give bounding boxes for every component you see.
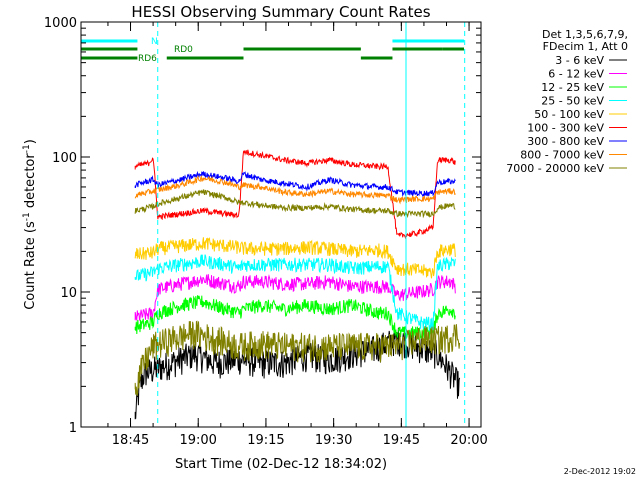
plot-frame [80,21,482,428]
series-line [134,294,456,340]
legend-label: 100 - 300 keV [527,122,604,135]
series-line [134,170,456,198]
x-tick-label: 19:45 [383,433,420,448]
flag-bars: N RD0 RD6 [81,37,464,64]
labels: 1 10 100 1000 18:45 19:00 19:15 19:30 19:45 20:00… [22,3,636,476]
flag-label-rd6: RD6 [138,54,157,64]
legend-label: 800 - 7000 keV [520,149,604,162]
legend-header: FDecim 1, Att 0 [543,40,628,53]
y-tick-label: 1000 [44,16,77,31]
x-tick-label: 18:45 [112,433,149,448]
x-tick-label: 19:00 [179,433,216,448]
legend-label: 7000 - 20000 keV [506,162,604,175]
flag-label-rd0: RD0 [174,45,193,55]
footer-date: 2-Dec-2012 19:02 [564,467,636,476]
legend-label: 6 - 12 keV [548,68,604,81]
legend-label: 50 - 100 keV [534,108,604,121]
flag-label-n: N [151,37,158,47]
legend-label: 3 - 6 keV [555,54,604,67]
legend-label: 12 - 25 keV [541,81,604,94]
legend-header: Det 1,3,5,6,7,9, [542,28,628,41]
x-tick-label: 20:00 [450,433,487,448]
x-axis-label: Start Time (02-Dec-12 18:34:02) [175,457,387,472]
series-line [134,274,456,322]
legend-label: 300 - 800 keV [527,135,604,148]
chart-title: HESSI Observing Summary Count Rates [131,3,430,21]
y-tick-label: 10 [60,286,77,301]
series-line [134,174,456,205]
legend: Det 1,3,5,6,7,9,FDecim 1, Att 03 - 6 keV… [506,28,628,175]
series-line [134,254,456,331]
y-tick-label: 1 [69,421,77,436]
series-line [134,189,456,219]
legend-label: 25 - 50 keV [541,95,604,108]
axes [80,21,482,428]
y-axis-label: Count Rate (s-1 detector-1) [22,139,38,310]
x-tick-label: 19:15 [247,433,284,448]
x-tick-label: 19:30 [315,433,352,448]
series-line [134,236,456,279]
series-line [134,149,456,240]
y-tick-label: 100 [52,151,77,166]
